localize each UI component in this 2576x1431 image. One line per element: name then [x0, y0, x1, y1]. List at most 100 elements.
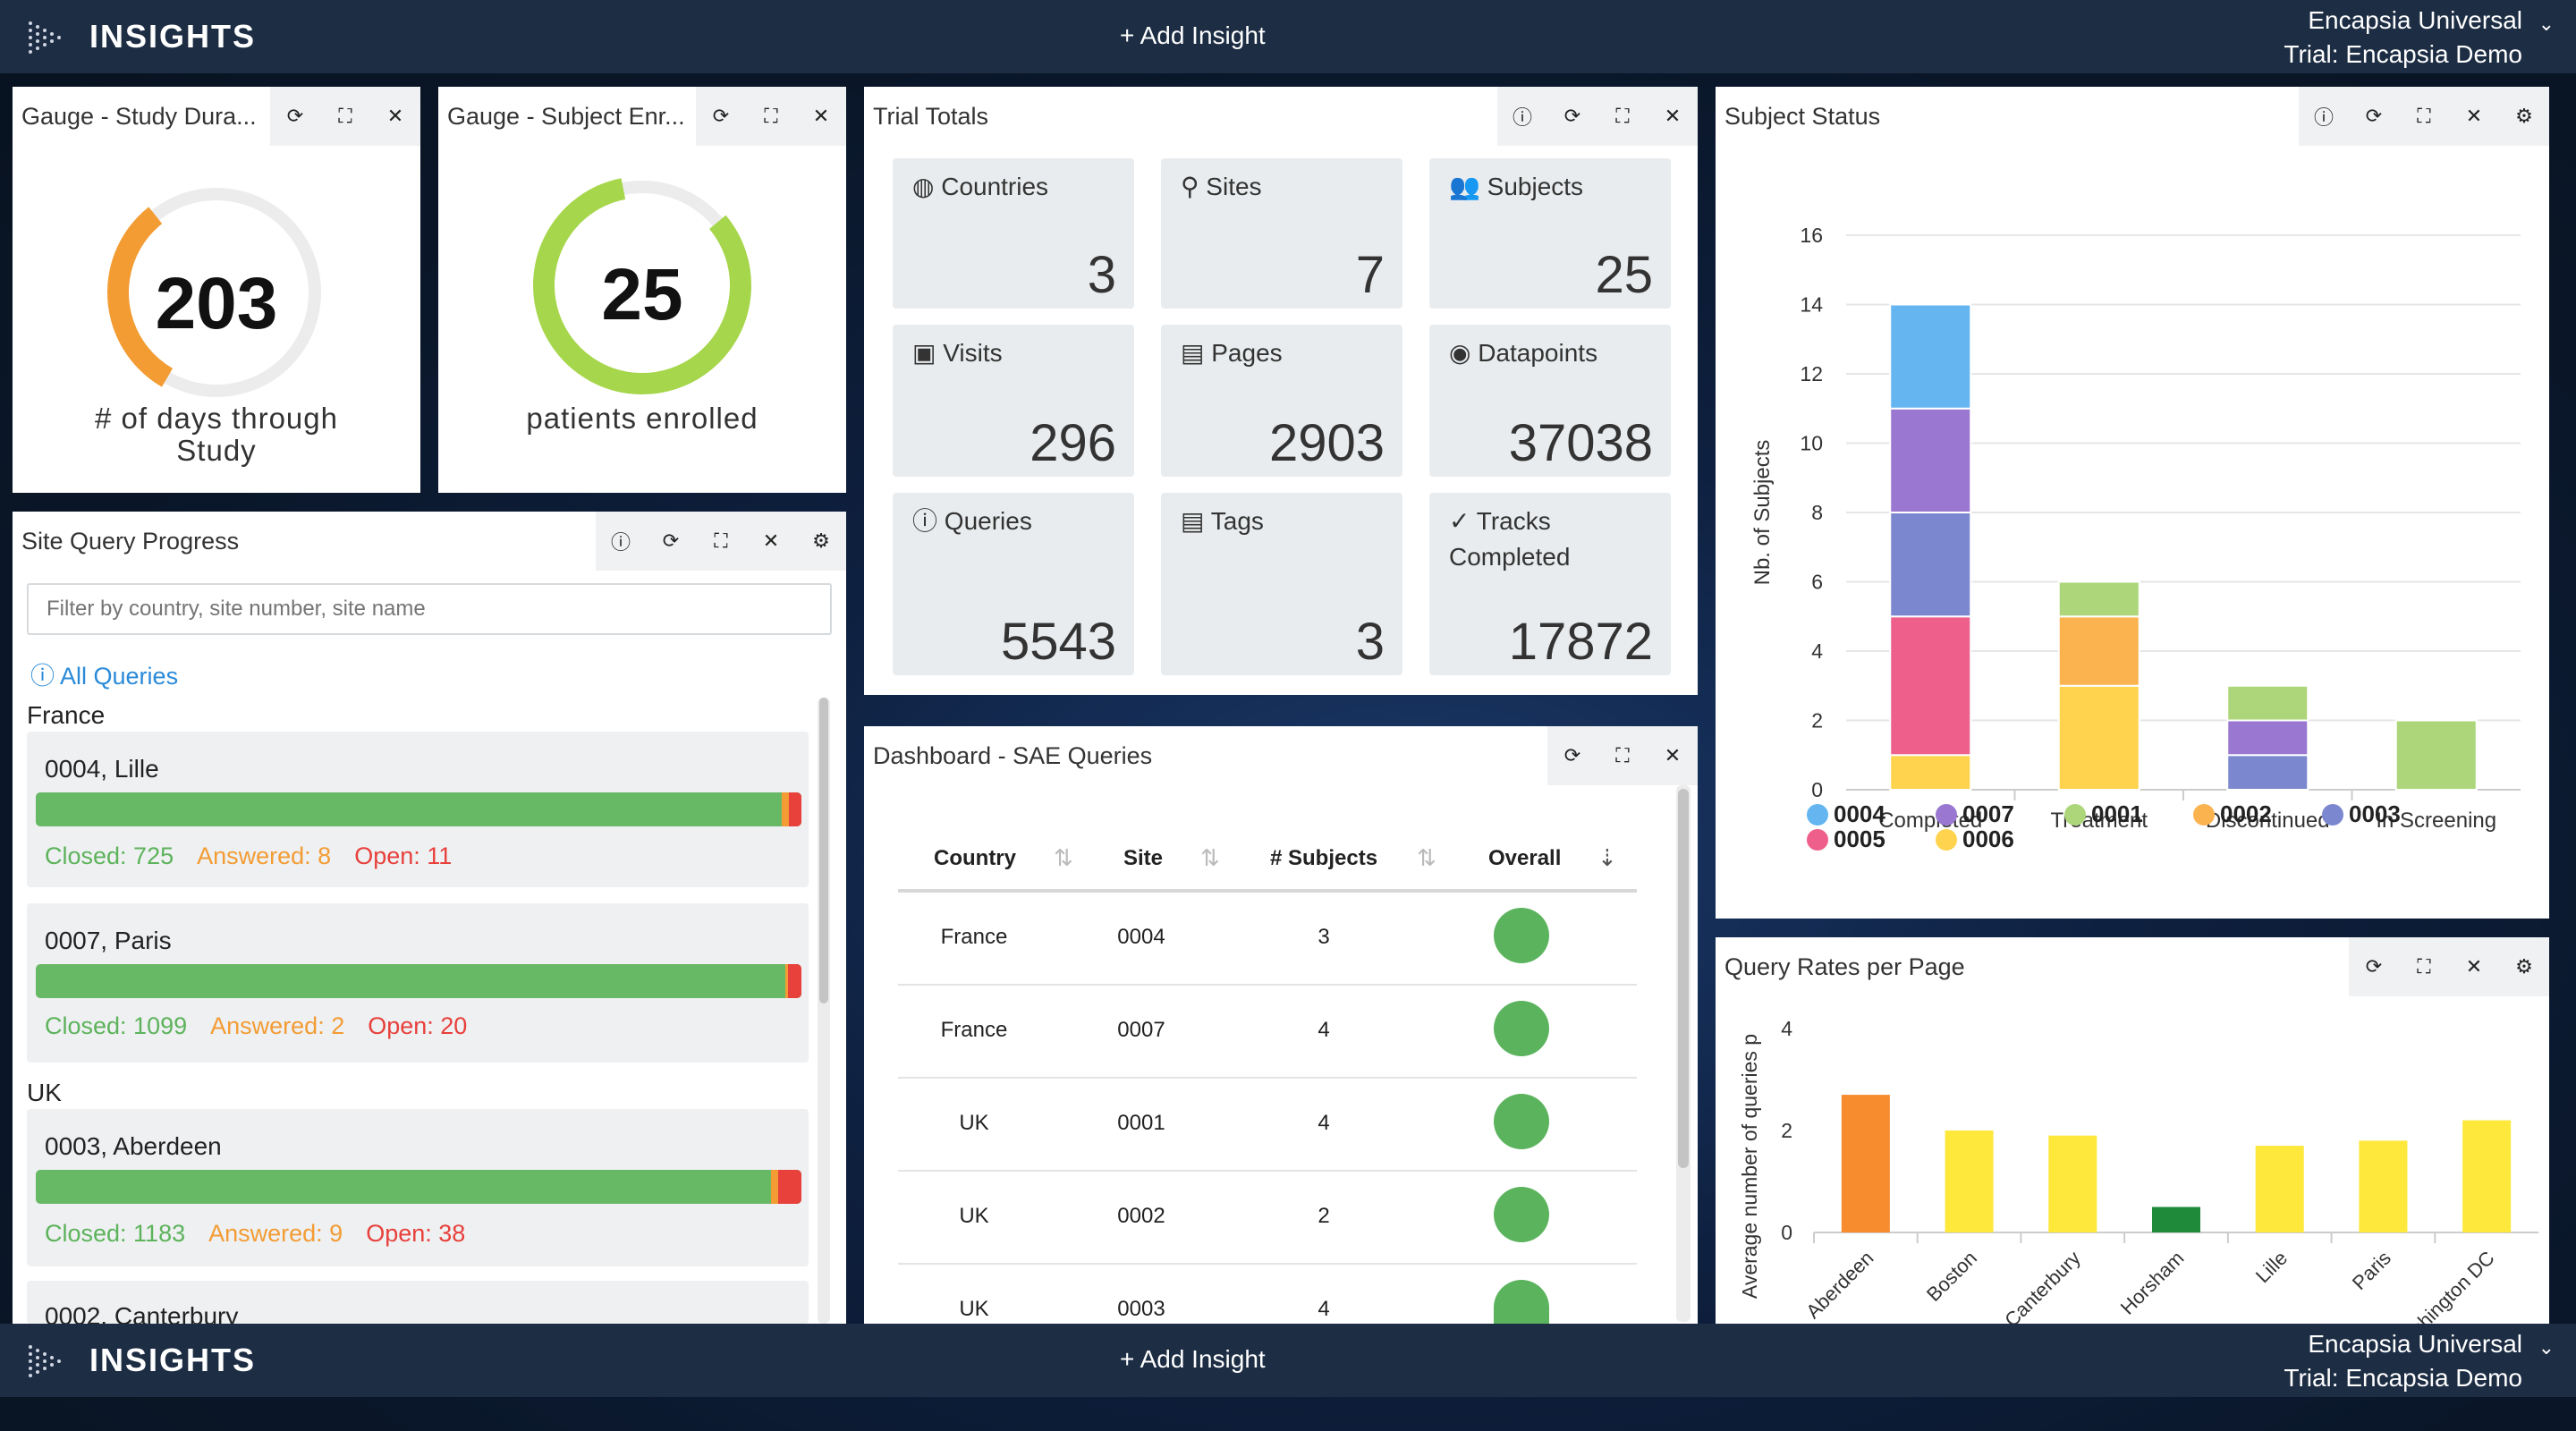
- cell-country: UK: [959, 1111, 989, 1135]
- scrollbar-thumb[interactable]: [1678, 789, 1689, 1168]
- sort-icon[interactable]: ⇅: [1200, 844, 1220, 871]
- cell-subjects: 4: [1318, 1018, 1330, 1042]
- panel-toolbar: ⓘ ⟳ ⛶ ✕ ⚙: [2299, 87, 2549, 146]
- org-selector[interactable]: Encapsia Universal Trial: Encapsia Demo …: [2284, 1327, 2555, 1395]
- open-count: Open: 20: [368, 1012, 468, 1039]
- tile-label-line-2: Completed: [1449, 543, 1571, 571]
- info-icon[interactable]: ⓘ: [610, 531, 631, 554]
- cell-subjects: 4: [1318, 1111, 1330, 1135]
- refresh-icon[interactable]: ⟳: [286, 105, 304, 127]
- tile-label: Tags: [1210, 507, 1264, 535]
- row-divider: [898, 1077, 1637, 1079]
- expand-icon[interactable]: ⛶: [338, 105, 352, 127]
- bar-segment-0005: [1889, 615, 1972, 757]
- site-card-canterbury: 0002, Canterbury: [27, 1281, 809, 1324]
- column-header-subjects[interactable]: # Subjects: [1270, 846, 1378, 870]
- sae-table-scrollbar[interactable]: [1676, 785, 1690, 1322]
- users-icon: 👥: [1449, 173, 1480, 200]
- gear-icon[interactable]: ⚙: [2515, 955, 2533, 978]
- info-icon[interactable]: ⓘ: [1512, 106, 1532, 129]
- refresh-icon[interactable]: ⟳: [2365, 105, 2383, 127]
- tile-countries: ◍ Countries 3: [893, 158, 1134, 309]
- y-tick-label: 14: [1800, 293, 1823, 317]
- refresh-icon[interactable]: ⟳: [1563, 744, 1581, 766]
- cell-subjects: 2: [1318, 1204, 1330, 1228]
- chevron-down-icon[interactable]: ⌄: [2538, 1336, 2555, 1359]
- add-insight-button[interactable]: + Add Insight: [1120, 1345, 1266, 1373]
- org-selector[interactable]: Encapsia Universal Trial: Encapsia Demo …: [2284, 4, 2555, 72]
- sort-icon[interactable]: ⇅: [1417, 844, 1436, 871]
- add-insight-button[interactable]: + Add Insight: [1120, 21, 1266, 49]
- expand-icon[interactable]: ⛶: [714, 529, 728, 552]
- column-header-country[interactable]: Country: [934, 846, 1016, 870]
- info-icon[interactable]: ⓘ: [2313, 106, 2334, 129]
- chevron-down-icon[interactable]: ⌄: [2538, 13, 2555, 35]
- site-filter-input[interactable]: [27, 583, 832, 635]
- close-icon[interactable]: ✕: [1664, 105, 1682, 127]
- enrollment-gauge: [533, 176, 751, 394]
- close-icon[interactable]: ✕: [1664, 744, 1682, 766]
- cell-site: 0001: [1117, 1111, 1165, 1135]
- tile-datapoints: ◉ Datapoints 37038: [1429, 325, 1671, 477]
- x-tick-label: Boston: [1922, 1247, 1981, 1306]
- sort-desc-icon[interactable]: ⇣: [1597, 844, 1617, 871]
- close-icon[interactable]: ✕: [762, 529, 780, 552]
- close-icon[interactable]: ✕: [812, 105, 830, 127]
- y-tick-label: 8: [1811, 501, 1823, 524]
- y-tick-label: 2: [1811, 709, 1823, 732]
- gear-icon[interactable]: ⚙: [2515, 105, 2533, 127]
- close-icon[interactable]: ✕: [2465, 105, 2483, 127]
- subject-status-panel: Subject Status ⓘ ⟳ ⛶ ✕ ⚙ 0 2 4 6 8 10 12 14 16 Nb…: [1716, 87, 2549, 919]
- close-icon[interactable]: ✕: [2465, 955, 2483, 978]
- x-tick-label: Completed: [1878, 809, 1982, 833]
- answered-segment: [785, 964, 788, 998]
- refresh-icon[interactable]: ⟳: [662, 529, 680, 552]
- insights-logo-icon: [29, 21, 61, 54]
- expand-icon[interactable]: ⛶: [1615, 105, 1630, 127]
- y-tick-label: 2: [1781, 1119, 1792, 1142]
- sort-icon[interactable]: ⇅: [1054, 844, 1073, 871]
- all-queries-link[interactable]: ⓘ All Queries: [30, 656, 178, 691]
- org-name: Encapsia Universal: [2308, 1330, 2522, 1358]
- site-list-scrollbar[interactable]: [818, 698, 830, 1324]
- expand-icon[interactable]: ⛶: [1615, 744, 1630, 766]
- query-progress-bar: [36, 964, 801, 998]
- bar-segment-0001: [2057, 580, 2140, 618]
- expand-icon[interactable]: ⛶: [2417, 105, 2431, 127]
- expand-icon[interactable]: ⛶: [2417, 955, 2431, 978]
- tile-label: Sites: [1206, 173, 1262, 200]
- bar-segment-0006: [2057, 684, 2140, 791]
- tile-queries: ⓘ Queries 5543: [893, 493, 1134, 675]
- panel-header: Query Rates per Page ⟳ ⛶ ✕ ⚙: [1716, 937, 2549, 996]
- legend-label: 0005: [1834, 826, 1885, 852]
- panel-toolbar: ⟳ ⛶ ✕: [270, 87, 420, 146]
- column-header-site[interactable]: Site: [1123, 846, 1164, 870]
- bottom-bar: INSIGHTS + Add Insight Encapsia Universa…: [0, 1324, 2576, 1397]
- calendar-icon: ▣: [912, 339, 936, 367]
- panel-toolbar: ⟳ ⛶ ✕: [1547, 726, 1698, 785]
- brand-name: INSIGHTS: [89, 1342, 257, 1378]
- scrollbar-thumb[interactable]: [819, 698, 828, 1003]
- panel-title: Dashboard - SAE Queries: [873, 742, 1153, 769]
- x-tick-label: Lille: [2251, 1247, 2292, 1287]
- expand-icon[interactable]: ⛶: [764, 105, 778, 127]
- info-icon: ⓘ: [912, 507, 938, 535]
- close-icon[interactable]: ✕: [386, 105, 404, 127]
- cell-country: France: [940, 1018, 1008, 1042]
- y-tick-label: 12: [1800, 362, 1823, 385]
- x-tick-label: In Screening: [2376, 809, 2496, 833]
- column-header-overall[interactable]: Overall: [1488, 846, 1562, 870]
- gear-icon[interactable]: ⚙: [812, 529, 830, 552]
- status-indicator: [1494, 1187, 1549, 1242]
- panel-title: Subject Status: [1724, 103, 1881, 130]
- legend-label: 0006: [1962, 826, 2014, 852]
- refresh-icon[interactable]: ⟳: [2365, 955, 2383, 978]
- tile-value: 3: [1355, 613, 1385, 671]
- check-icon: ✓: [1449, 507, 1470, 535]
- open-count: Open: 11: [354, 843, 453, 869]
- document-icon: ▤: [1181, 339, 1205, 367]
- refresh-icon[interactable]: ⟳: [1563, 105, 1581, 127]
- open-segment: [788, 964, 801, 998]
- refresh-icon[interactable]: ⟳: [712, 105, 730, 127]
